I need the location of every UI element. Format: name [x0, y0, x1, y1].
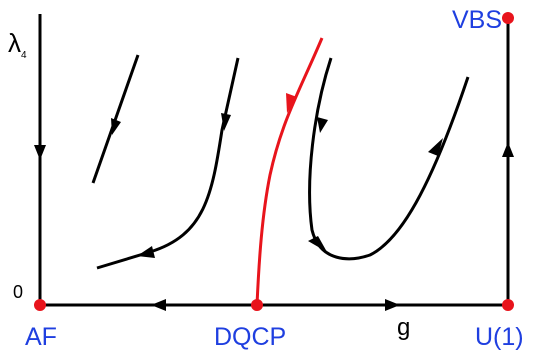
separatrix-arrow	[286, 93, 297, 113]
flow-line-3-bottom-arrow	[308, 236, 327, 252]
flow-line-2-left-arrow	[137, 246, 155, 258]
flow-line-2	[96, 57, 240, 270]
y-axis-label-subscript: 4	[21, 50, 27, 61]
left-axis-down-arrow	[34, 145, 46, 160]
fixed-point-af	[34, 299, 46, 311]
fixed-point-label-dqcp: DQCP	[214, 323, 286, 351]
flow-line-2-down-arrow	[221, 113, 231, 131]
flow-line-1-arrow	[111, 118, 121, 135]
fixed-point-label-vbs: VBS	[452, 6, 502, 34]
fixed-point-label-u1: U(1)	[475, 323, 524, 351]
separatrix-line	[255, 37, 324, 306]
bottom-axis-right-arrow	[385, 299, 400, 311]
flow-line-3-down-arrow	[317, 117, 328, 133]
fixed-point-u1	[502, 299, 514, 311]
right-axis-up-arrow	[502, 142, 514, 157]
flow-line-3-up-arrow	[428, 138, 443, 156]
bottom-axis-left-arrow	[151, 299, 166, 311]
fixed-point-dqcp	[251, 299, 263, 311]
flow-line-3	[308, 57, 470, 261]
fixed-point-label-af: AF	[25, 323, 57, 351]
y-axis-label: λ4	[8, 28, 27, 61]
fixed-point-vbs	[502, 12, 514, 24]
x-axis-label: g	[397, 314, 410, 341]
origin-label: 0	[13, 282, 23, 302]
flow-line-1	[91, 54, 140, 184]
